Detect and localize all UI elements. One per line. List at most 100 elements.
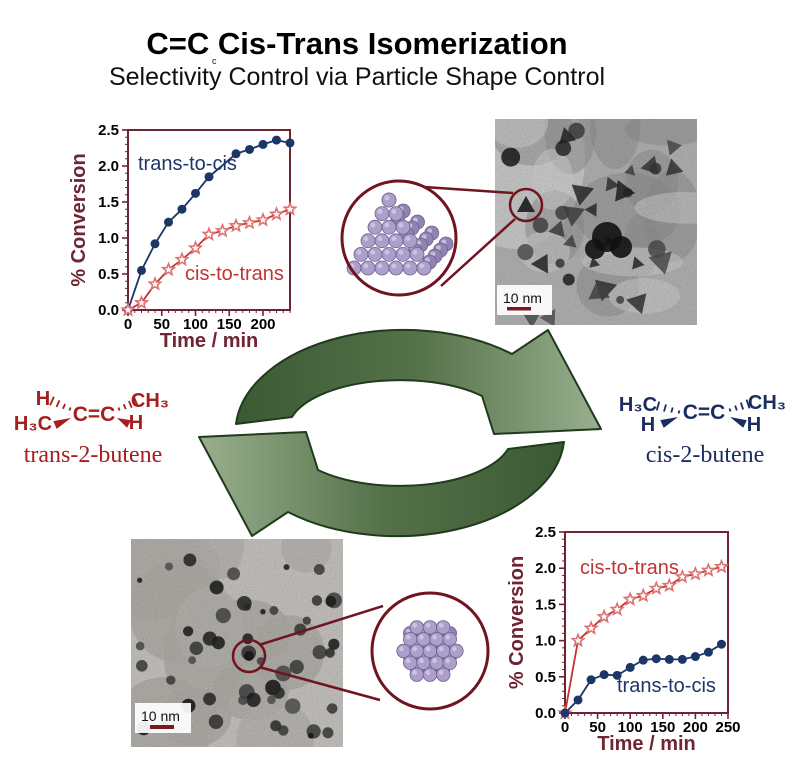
x-tick-label: 200: [683, 719, 708, 736]
atom-sphere: [422, 667, 438, 682]
subtitle-stray-mark: c: [212, 56, 217, 66]
atom-sphere: [381, 192, 397, 208]
data-point: [560, 708, 570, 718]
tem-top-scalebar-box: 10 nm: [497, 285, 552, 315]
hash-wedge-bond: [655, 401, 661, 411]
hash-wedge-bond: [62, 403, 66, 410]
data-point: [622, 591, 638, 606]
x-tick-label: 50: [153, 316, 170, 333]
data-point: [583, 620, 599, 635]
atom-sphere: [388, 206, 404, 222]
y-axis-title: % Conversion: [506, 556, 528, 689]
atom-sphere: [436, 667, 451, 682]
solid-wedge-bond: [53, 418, 71, 429]
magnifier-line-top-2: [440, 218, 516, 287]
atom-sphere: [403, 632, 418, 647]
atom-label-h-bottomleft: H: [641, 414, 655, 436]
data-point: [690, 652, 700, 662]
hash-wedge-bond: [670, 407, 674, 413]
atom-sphere: [442, 632, 458, 647]
series-annotation: trans-to-cis: [138, 153, 237, 175]
x-axis-title: Time / min: [597, 733, 696, 755]
y-tick-label: 0.5: [535, 669, 556, 686]
data-point: [201, 226, 217, 242]
hash-wedge-bond: [745, 399, 751, 409]
atom-sphere: [409, 643, 425, 659]
y-tick-label: 2.5: [98, 122, 119, 139]
cycle-arrow-top: [235, 328, 602, 435]
tem-top-generated: [495, 119, 697, 325]
atom-label-h3c: H₃C: [14, 413, 52, 435]
data-point: [661, 577, 678, 593]
y-axis-title: % Conversion: [68, 153, 90, 286]
hash-wedge-bond: [663, 404, 667, 412]
atom-sphere: [429, 655, 444, 671]
data-point: [147, 275, 163, 291]
molecule-cis-2-butene: H₃C H C=C CH₃ H cis-2-butene: [619, 392, 786, 468]
data-point: [204, 172, 214, 182]
magnifier-line-bottom-2: [258, 665, 381, 702]
atom-sphere: [367, 219, 383, 235]
data-point: [191, 188, 200, 198]
solid-wedge-bond: [117, 418, 131, 428]
atom-sphere: [388, 233, 404, 249]
hash-wedge-bond: [68, 407, 72, 411]
atom-sphere: [402, 233, 418, 249]
atom-sphere: [367, 246, 383, 262]
atom-sphere: [403, 655, 418, 671]
x-tick-label: 0: [561, 719, 569, 736]
data-point: [228, 217, 244, 233]
atom-sphere: [416, 260, 432, 276]
atom-sphere: [436, 643, 451, 659]
data-point: [133, 294, 150, 310]
x-tick-label: 0: [124, 316, 132, 333]
plot-frame: [127, 129, 291, 311]
tem-image-tetrahedral-particles: 10 nm: [495, 119, 697, 325]
molecule-name-cis: cis-2-butene: [646, 442, 765, 468]
data-point: [570, 632, 586, 648]
atom-sphere: [353, 246, 369, 262]
hash-wedge-bond: [740, 402, 744, 410]
series-cis-to-trans: [557, 558, 730, 720]
tem-bottom-highlight-circle: [231, 638, 267, 674]
data-point: [700, 562, 717, 577]
hash-wedge-bond: [55, 400, 61, 408]
atom-sphere: [388, 260, 404, 276]
data-point: [164, 217, 173, 227]
y-tick-label: 1.5: [535, 596, 556, 613]
y-tick-label: 2.0: [98, 158, 119, 175]
atom-sphere: [422, 643, 438, 659]
wedge-bonds-left: [49, 396, 139, 429]
x-tick-label: 150: [650, 719, 675, 736]
atom-label-h3c: H₃C: [619, 394, 657, 416]
scalebar-label: 10 nm: [503, 290, 542, 306]
atom-sphere: [409, 246, 425, 262]
y-tick-label: 1.0: [98, 230, 119, 247]
data-point: [231, 149, 241, 159]
magnifier-line-top-1: [423, 185, 514, 195]
data-point: [609, 601, 626, 617]
data-point: [573, 695, 583, 705]
y-tick-label: 0.0: [98, 302, 119, 319]
chart-bottom-generated: 0 50 100 150 200 250 0.0 0.5 1.0 1.5 2.0 2.5 Time / …: [506, 524, 741, 755]
data-point: [625, 662, 635, 672]
data-point: [150, 239, 160, 249]
data-point: [716, 639, 726, 649]
data-point: [635, 587, 651, 603]
atom-sphere: [374, 260, 390, 276]
scalebar-label: 10 nm: [141, 708, 180, 724]
series-annotation: cis-to-trans: [185, 263, 284, 285]
hash-wedge-bond: [728, 408, 732, 412]
wedge-bonds-right: [655, 399, 751, 428]
atom-label-ch3: CH₃: [748, 392, 786, 414]
chart-spherical-particles: 0 50 100 150 200 250 0.0 0.5 1.0 1.5 2.0 2.5 Time / …: [506, 524, 741, 755]
hash-wedge-bond: [128, 400, 133, 409]
y-tick-label: 2.0: [535, 560, 556, 577]
series-cis-to-trans: [120, 200, 298, 317]
x-tick-label: 100: [618, 719, 643, 736]
x-axis-title: Time / min: [160, 330, 259, 352]
molecule-name-trans: trans-2-butene: [24, 442, 163, 468]
tem-top-highlight-circle: [508, 187, 544, 223]
double-bond-label: C=C: [683, 401, 726, 424]
